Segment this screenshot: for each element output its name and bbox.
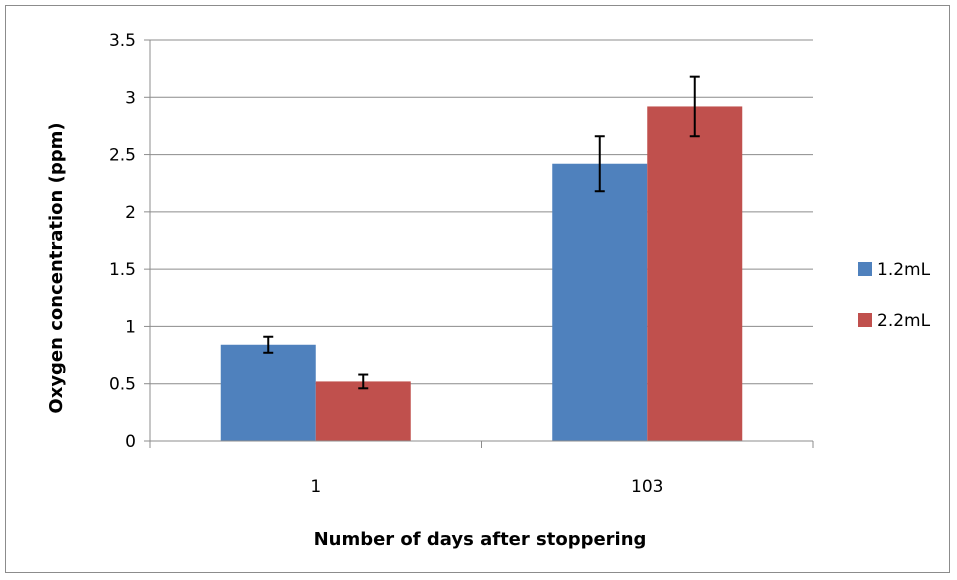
bar-1.2mL-1 xyxy=(220,344,316,441)
legend-swatch-1 xyxy=(858,262,872,276)
y-axis-title: Oxygen concentration (ppm) xyxy=(46,122,67,413)
x-tick-labels: 1 103 xyxy=(310,477,663,497)
y-tick-label: 1 xyxy=(125,317,136,337)
y-tick-label: 3.5 xyxy=(109,31,136,51)
x-tick-label: 1 xyxy=(310,477,321,497)
legend-label-2: 2.2mL xyxy=(877,311,931,331)
chart-frame xyxy=(5,5,950,573)
y-tick-label: 0.5 xyxy=(109,375,136,395)
legend-swatch-2 xyxy=(858,313,872,327)
legend: 1.2mL 2.2mL xyxy=(858,260,931,331)
bar-1.2mL-103 xyxy=(552,163,648,442)
bar-2.2mL-1 xyxy=(315,381,411,441)
y-tick-labels: 0 0.5 1 1.5 2 2.5 3 3.5 xyxy=(109,31,136,452)
y-tick-label: 2 xyxy=(125,203,136,223)
y-tick-label: 3 xyxy=(125,88,136,108)
bar-2.2mL-103 xyxy=(647,106,743,442)
bars xyxy=(220,106,743,442)
y-tick-label: 1.5 xyxy=(109,260,136,280)
legend-label-1: 1.2mL xyxy=(877,260,931,280)
axes xyxy=(149,40,814,448)
x-tick-label: 103 xyxy=(631,477,663,497)
error-bars xyxy=(263,75,700,390)
x-axis-title: Number of days after stoppering xyxy=(314,529,647,550)
y-tick-label: 0 xyxy=(125,432,136,452)
y-tick-label: 2.5 xyxy=(109,146,136,166)
